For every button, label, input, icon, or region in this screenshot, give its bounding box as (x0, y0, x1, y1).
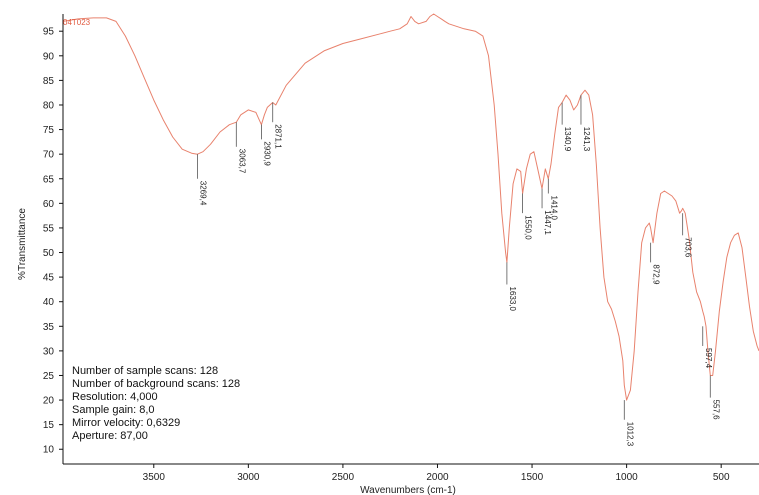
peak-label: 1447,1 (543, 210, 552, 235)
x-tick-label: 3500 (143, 472, 166, 483)
peak-label: 2871,1 (274, 124, 283, 149)
peak-label: 1012,3 (625, 422, 634, 447)
peak-label: 3063,7 (237, 149, 246, 174)
axes: 10 15 20 25 30 35 40 45 50 55 60 65 70 75 80 85 90 95 3500… (43, 14, 759, 483)
peak-label: 557,6 (711, 400, 720, 421)
x-tick-label: 3000 (237, 472, 260, 483)
y-tick-label: 90 (43, 51, 55, 62)
y-tick-label: 35 (43, 322, 55, 333)
y-tick-label: 45 (43, 273, 55, 284)
peak-label: 1633,0 (508, 287, 517, 312)
y-tick-label: 40 (43, 297, 55, 308)
peak-label: 1340,9 (563, 127, 572, 152)
peak-label: 597,4 (704, 348, 713, 369)
info-resolution: Resolution: 4,000 (72, 391, 158, 403)
info-background-scans: Number of background scans: 128 (72, 378, 240, 390)
spectrum-line (62, 13, 759, 401)
x-tick-label: 1500 (521, 472, 544, 483)
x-tick-label: 2500 (332, 472, 355, 483)
peak-label: 3269,4 (198, 181, 207, 206)
series-layer (62, 13, 759, 401)
y-tick-label: 60 (43, 199, 55, 210)
info-sample-gain: Sample gain: 8,0 (72, 404, 155, 416)
x-tick-label: 1000 (615, 472, 638, 483)
peak-label: 1414,0 (549, 196, 558, 221)
info-sample-scans: Number of sample scans: 128 (72, 365, 218, 377)
y-tick-label: 50 (43, 248, 55, 259)
y-tick-label: 85 (43, 76, 55, 87)
y-axis-title: %Transmittance (17, 208, 28, 280)
y-tick-label: 25 (43, 371, 55, 382)
series-name-label: 04T023 (63, 18, 91, 27)
y-tick-label: 55 (43, 223, 55, 234)
info-mirror-velocity: Mirror velocity: 0,6329 (72, 417, 180, 429)
peak-label: 1550,0 (524, 215, 533, 240)
acquisition-info: Number of sample scans: 128 Number of ba… (72, 365, 240, 442)
y-tick-label: 80 (43, 100, 55, 111)
y-tick-label: 65 (43, 174, 55, 185)
y-tick-label: 15 (43, 420, 55, 431)
peak-label: 1241,3 (582, 127, 591, 152)
peak-label: 703,6 (684, 237, 693, 258)
y-tick-label: 95 (43, 27, 55, 38)
y-tick-label: 70 (43, 150, 55, 161)
y-tick-label: 10 (43, 445, 55, 456)
y-tick-label: 75 (43, 125, 55, 136)
y-tick-label: 20 (43, 396, 55, 407)
peak-label: 2930,9 (262, 141, 271, 166)
info-aperture: Aperture: 87,00 (72, 430, 148, 442)
y-tick-label: 30 (43, 346, 55, 357)
x-tick-label: 2000 (426, 472, 449, 483)
x-axis-title: Wavenumbers (cm-1) (360, 485, 456, 495)
x-tick-label: 500 (713, 472, 730, 483)
peak-label: 872,9 (652, 264, 661, 285)
